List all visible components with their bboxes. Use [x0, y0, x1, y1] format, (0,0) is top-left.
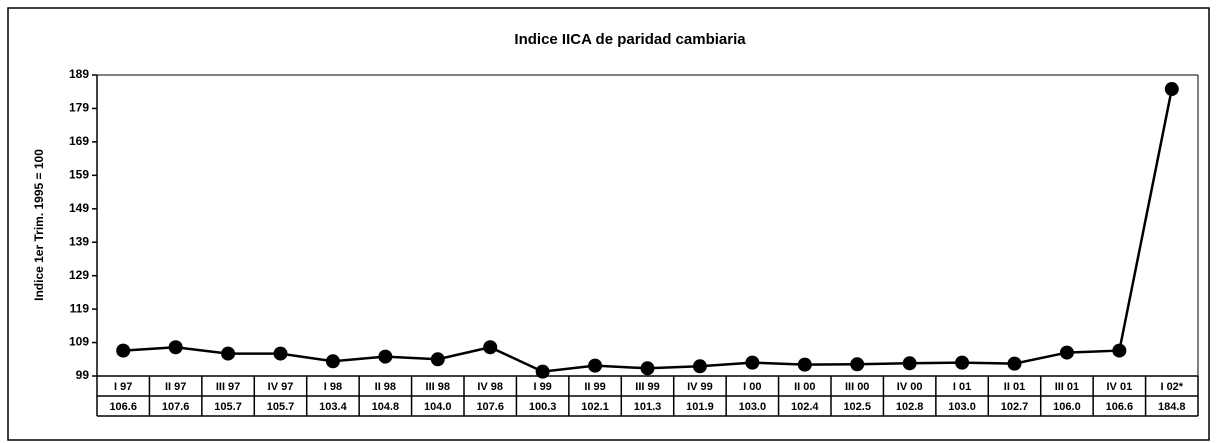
point — [116, 343, 131, 358]
chart-title: Indice IICA de paridad cambiaria — [514, 31, 746, 48]
point — [850, 357, 865, 372]
x-tick-label: II 97 — [165, 381, 186, 393]
x-tick-label: IV 97 — [268, 381, 294, 393]
point — [221, 346, 236, 361]
point — [1112, 343, 1127, 358]
point — [1059, 345, 1074, 360]
point — [1007, 356, 1022, 371]
y-tick-label: 149 — [69, 201, 89, 215]
value-cell: 107.6 — [162, 401, 190, 413]
point — [168, 340, 183, 355]
y-axis-label: Indice 1er Trim. 1995 = 100 — [32, 149, 46, 301]
value-cell: 105.7 — [267, 401, 295, 413]
x-tick-label: III 01 — [1055, 381, 1079, 393]
x-tick-label: II 98 — [375, 381, 396, 393]
point — [692, 359, 707, 374]
value-cell: 102.4 — [791, 401, 819, 413]
frame — [7, 7, 1210, 441]
value-cell: 103.0 — [739, 401, 767, 413]
x-tick-label: III 00 — [845, 381, 869, 393]
y-tick-label: 189 — [69, 67, 89, 81]
point — [1164, 82, 1179, 97]
value-cell: 100.3 — [529, 401, 557, 413]
x-tick-label: IV 99 — [687, 381, 713, 393]
value-cell: 106.6 — [109, 401, 137, 413]
value-cell: 105.7 — [214, 401, 242, 413]
point — [325, 354, 340, 369]
value-cell: 102.7 — [1001, 401, 1029, 413]
y-tick-label: 169 — [69, 134, 89, 148]
point — [955, 355, 970, 370]
y-tick-label: 159 — [69, 168, 89, 182]
point — [273, 346, 288, 361]
point — [745, 355, 760, 370]
point — [535, 364, 550, 379]
x-tick-label: I 98 — [324, 381, 342, 393]
x-tick-label: I 01 — [953, 381, 971, 393]
point — [430, 352, 445, 367]
x-tick-label: III 98 — [426, 381, 450, 393]
x-tick-label: I 00 — [743, 381, 761, 393]
y-tick-label: 109 — [69, 335, 89, 349]
x-tick-label: II 99 — [584, 381, 605, 393]
value-cell: 102.1 — [581, 401, 609, 413]
x-tick-label: IV 01 — [1107, 381, 1133, 393]
x-tick-label: IV 00 — [897, 381, 923, 393]
x-tick-label: II 00 — [794, 381, 815, 393]
value-cell: 106.6 — [1106, 401, 1134, 413]
value-cell: 104.0 — [424, 401, 452, 413]
value-cell: 184.8 — [1158, 401, 1186, 413]
x-tick-label: III 97 — [216, 381, 240, 393]
value-cell: 106.0 — [1053, 401, 1081, 413]
value-cell: 107.6 — [476, 401, 504, 413]
series-line — [123, 88, 1174, 373]
point — [588, 358, 603, 373]
value-cell: 103.4 — [319, 401, 347, 413]
y-tick-label: 179 — [69, 101, 89, 115]
value-cell: 101.3 — [634, 401, 662, 413]
x-tick-label: II 01 — [1004, 381, 1025, 393]
y-tick-label: 139 — [69, 234, 89, 248]
value-cell: 101.9 — [686, 401, 714, 413]
point — [640, 361, 655, 376]
x-tick-label: III 99 — [635, 381, 659, 393]
y-tick-label: 119 — [70, 301, 90, 315]
point — [902, 356, 917, 371]
x-tick-label: I 02* — [1160, 381, 1183, 393]
x-tick-label: I 97 — [114, 381, 132, 393]
x-tick-label: I 99 — [533, 381, 551, 393]
x-tick-label: IV 98 — [477, 381, 503, 393]
value-cell: 102.8 — [896, 401, 924, 413]
value-cell: 102.5 — [843, 401, 871, 413]
point — [378, 349, 393, 364]
point — [483, 340, 498, 355]
value-cell: 103.0 — [948, 401, 976, 413]
value-cell: 104.8 — [372, 401, 400, 413]
point — [797, 357, 812, 372]
y-tick-label: 99 — [76, 368, 90, 382]
y-tick-label: 129 — [69, 268, 89, 282]
